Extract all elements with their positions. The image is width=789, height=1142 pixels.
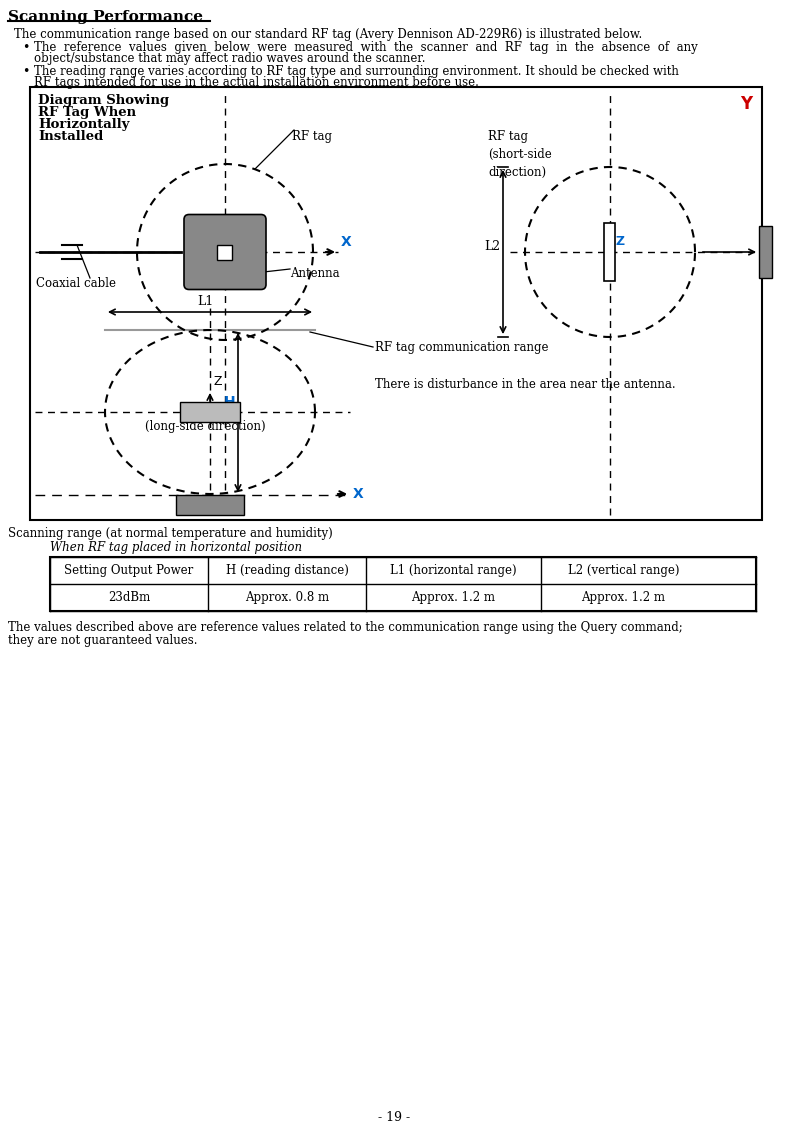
Text: RF tag
(short-side
direction): RF tag (short-side direction) xyxy=(488,130,552,179)
Text: Diagram Showing: Diagram Showing xyxy=(38,94,169,107)
Text: When RF tag placed in horizontal position: When RF tag placed in horizontal positio… xyxy=(50,541,302,554)
Text: Z: Z xyxy=(214,375,222,388)
Text: L2 (vertical range): L2 (vertical range) xyxy=(568,564,679,577)
Text: Installed: Installed xyxy=(38,130,103,143)
Text: •: • xyxy=(22,65,29,78)
Bar xyxy=(176,494,244,515)
Text: (long-side direction): (long-side direction) xyxy=(144,420,265,433)
Bar xyxy=(50,557,756,584)
Text: Approx. 0.8 m: Approx. 0.8 m xyxy=(245,592,329,604)
Text: X: X xyxy=(353,486,364,501)
Text: RF tag: RF tag xyxy=(292,130,332,143)
Text: RF Tag When: RF Tag When xyxy=(38,106,136,119)
Bar xyxy=(180,402,240,423)
Text: Scanning range (at normal temperature and humidity): Scanning range (at normal temperature an… xyxy=(8,526,333,540)
Text: Coaxial cable: Coaxial cable xyxy=(36,278,116,290)
Text: H (reading distance): H (reading distance) xyxy=(226,564,349,577)
Bar xyxy=(50,557,756,611)
Text: L1: L1 xyxy=(197,295,213,308)
Text: Y: Y xyxy=(740,95,752,113)
Text: RF Tag: RF Tag xyxy=(181,408,223,421)
Text: Antenna: Antenna xyxy=(290,267,339,280)
Text: Scanning Performance: Scanning Performance xyxy=(8,10,203,24)
Bar xyxy=(218,244,233,259)
Text: Approx. 1.2 m: Approx. 1.2 m xyxy=(581,592,665,604)
Text: X: X xyxy=(341,235,352,249)
FancyBboxPatch shape xyxy=(184,215,266,290)
Text: they are not guaranteed values.: they are not guaranteed values. xyxy=(8,634,197,648)
Text: Setting Output Power: Setting Output Power xyxy=(65,564,193,577)
Text: The communication range based on our standard RF tag (Avery Dennison AD-229R6) i: The communication range based on our sta… xyxy=(14,29,642,41)
Bar xyxy=(604,223,615,281)
Text: L1 (horizontal range): L1 (horizontal range) xyxy=(391,564,517,577)
Text: object/substance that may affect radio waves around the scanner.: object/substance that may affect radio w… xyxy=(34,53,425,65)
Text: Z: Z xyxy=(616,235,625,248)
Text: •: • xyxy=(22,41,29,54)
Text: RF tag communication range: RF tag communication range xyxy=(375,340,548,354)
Text: H: H xyxy=(223,395,235,410)
Text: Horizontally: Horizontally xyxy=(38,118,129,131)
Text: The values described above are reference values related to the communication ran: The values described above are reference… xyxy=(8,621,682,634)
Text: L2: L2 xyxy=(484,241,500,254)
Text: The reading range varies according to RF tag type and surrounding environment. I: The reading range varies according to RF… xyxy=(34,65,679,78)
Bar xyxy=(759,226,772,278)
Text: - 19 -: - 19 - xyxy=(378,1111,410,1124)
Bar xyxy=(50,584,756,611)
Text: 23dBm: 23dBm xyxy=(108,592,150,604)
Text: Approx. 1.2 m: Approx. 1.2 m xyxy=(412,592,495,604)
Bar xyxy=(30,87,762,520)
Text: RF tags intended for use in the actual installation environment before use.: RF tags intended for use in the actual i… xyxy=(34,77,479,89)
Text: The  reference  values  given  below  were  measured  with  the  scanner  and  R: The reference values given below were me… xyxy=(34,41,697,54)
Text: There is disturbance in the area near the antenna.: There is disturbance in the area near th… xyxy=(375,378,675,392)
